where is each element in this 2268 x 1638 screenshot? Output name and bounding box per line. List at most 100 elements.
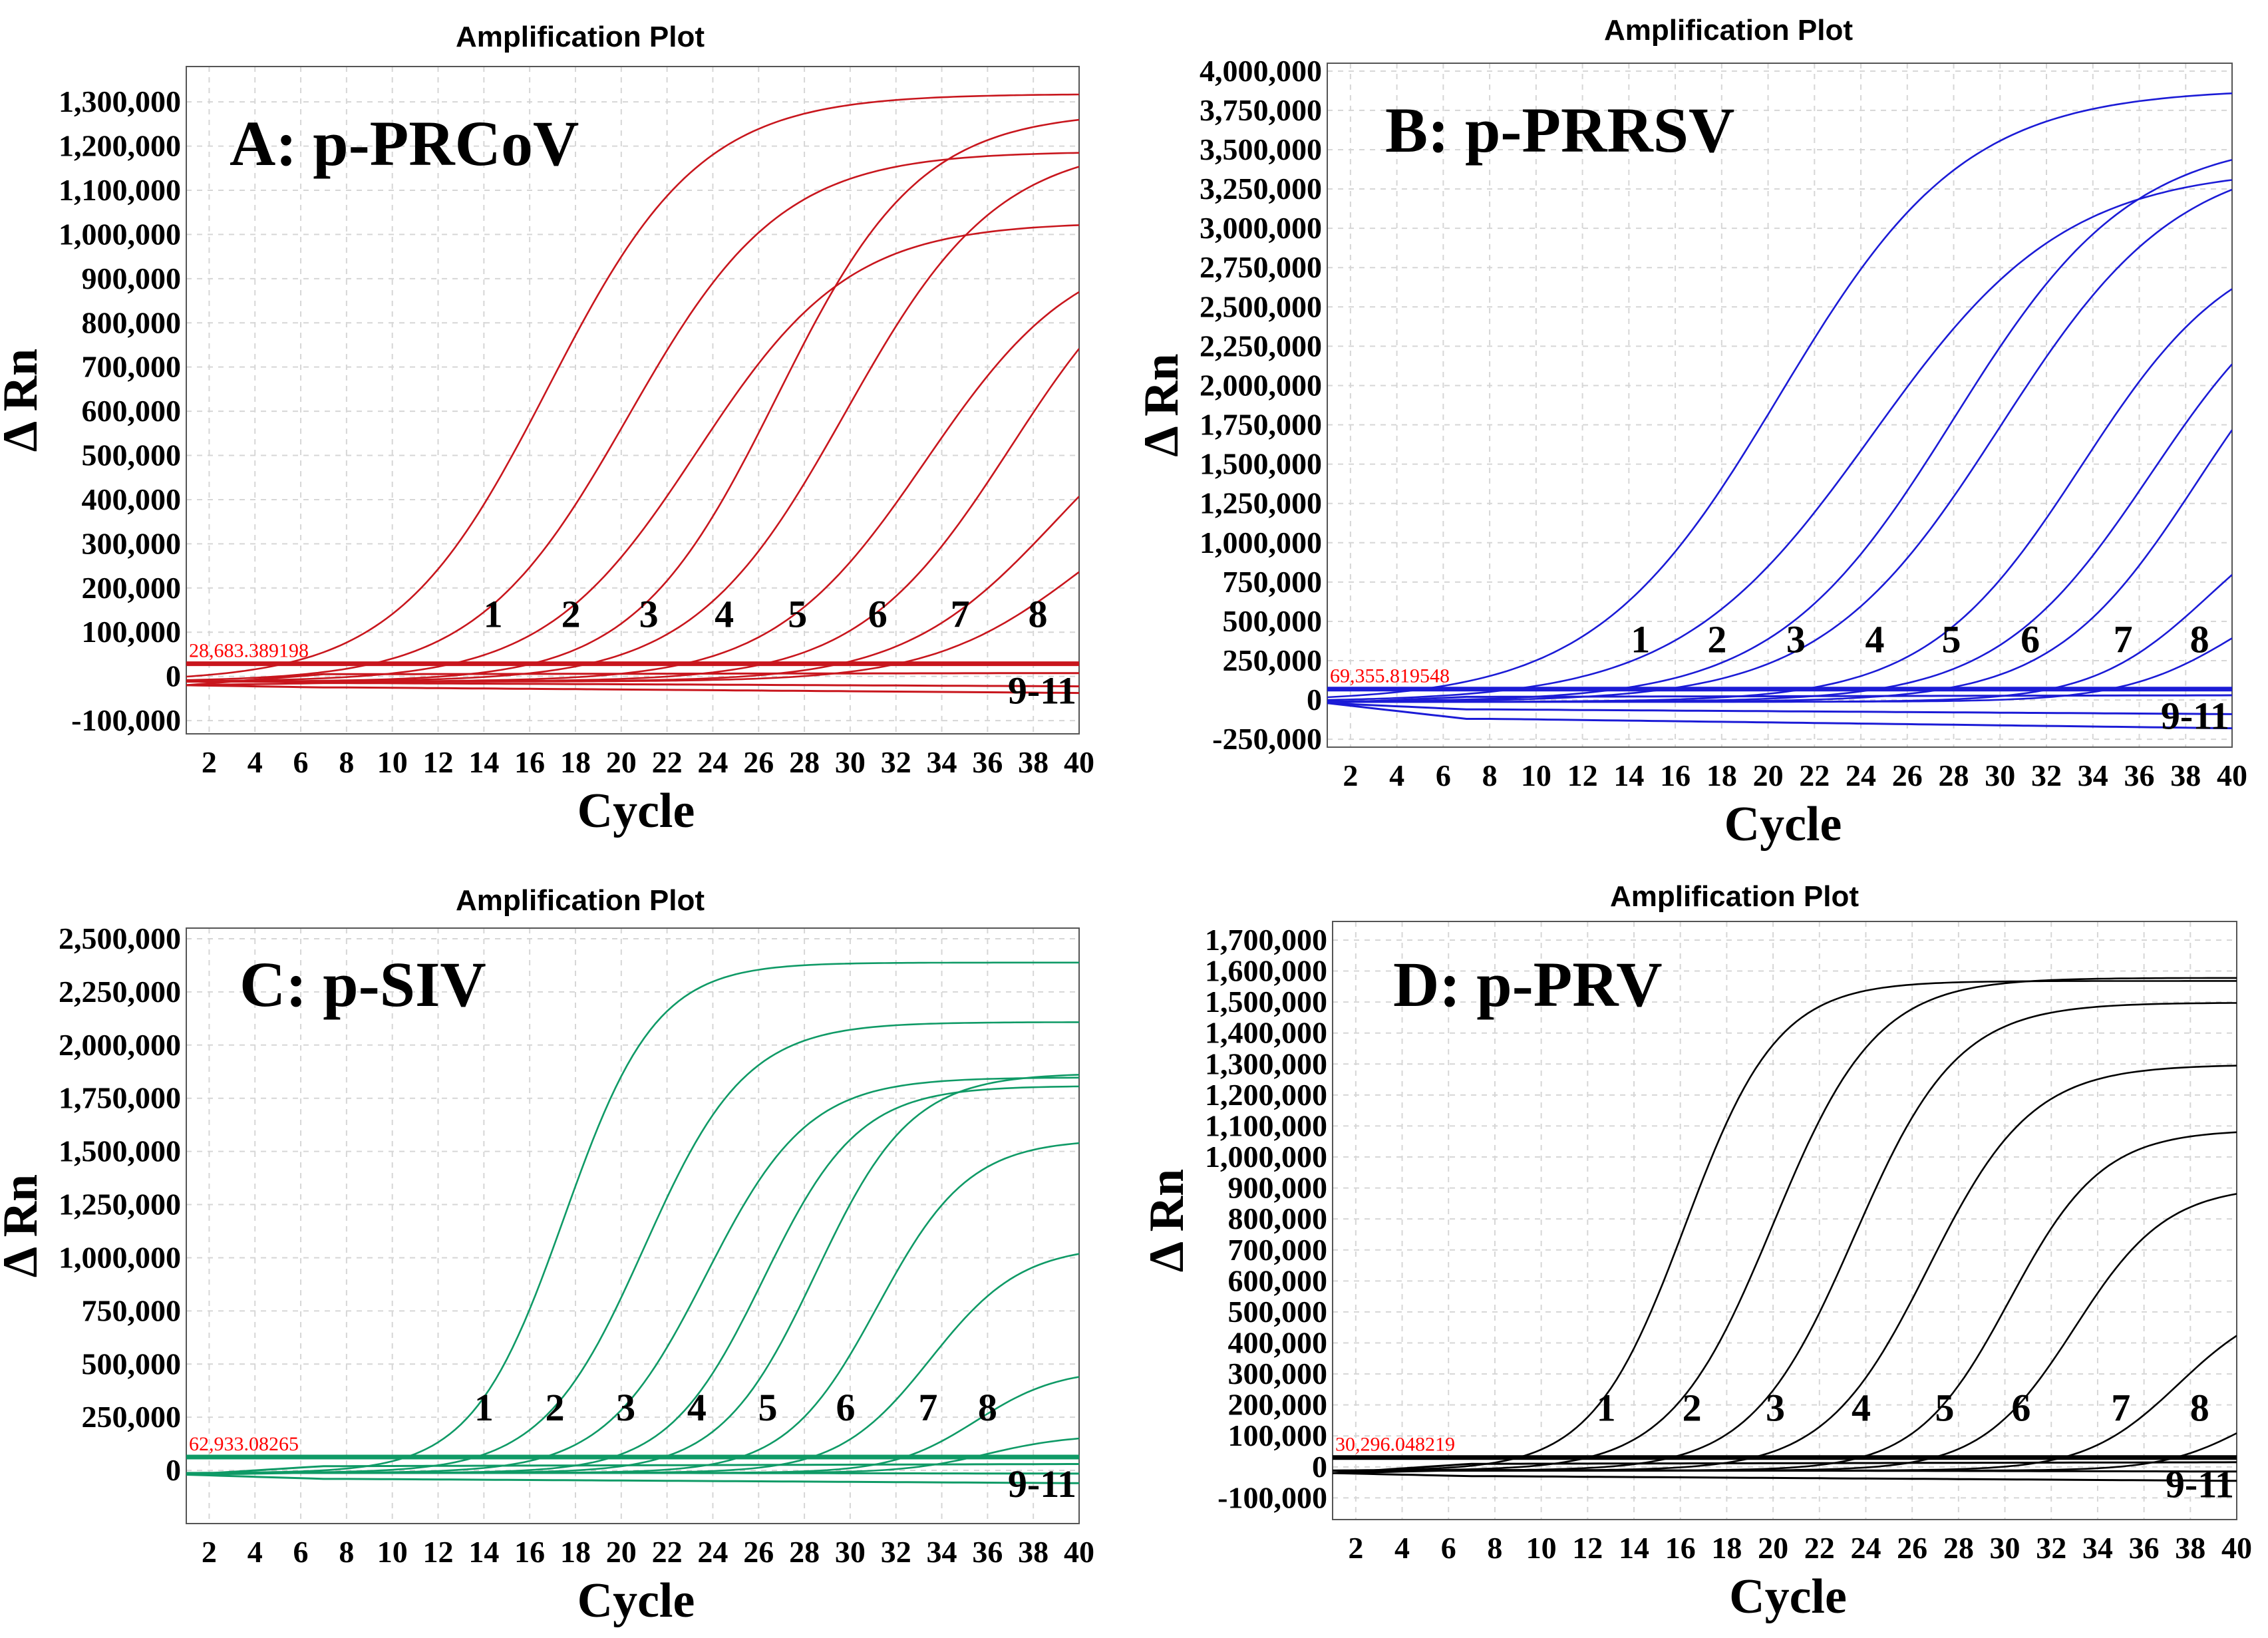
grid — [1333, 921, 2237, 1520]
y-tick-label: 400,000 — [1228, 1325, 1328, 1359]
x-tick-label: 34 — [2082, 1531, 2113, 1565]
y-tick-label: 600,000 — [1228, 1263, 1328, 1297]
x-tick-label: 18 — [560, 1535, 591, 1569]
y-tick-label: 750,000 — [1223, 565, 1323, 599]
amplification-curve-2 — [1327, 179, 2232, 701]
y-tick-label: 0 — [166, 659, 181, 693]
y-tick-label: 2,750,000 — [1200, 250, 1322, 284]
curve-number-label: 8 — [1029, 593, 1048, 636]
y-tick-label: 300,000 — [82, 526, 182, 560]
x-tick-label: 16 — [514, 745, 545, 779]
negative-controls-label: 9-11 — [1008, 1462, 1076, 1506]
y-tick-label: 1,100,000 — [59, 173, 181, 207]
x-tick-label: 24 — [697, 745, 728, 779]
x-tick-label: 12 — [1567, 758, 1598, 792]
x-tick-label: 2 — [202, 1535, 217, 1569]
amplification-curve-8b — [186, 571, 1079, 683]
x-tick-label: 24 — [1846, 758, 1876, 792]
x-tick-label: 6 — [293, 1535, 309, 1569]
amplification-curve-4 — [1327, 188, 2232, 703]
curve-number-label: 2 — [546, 1386, 565, 1429]
x-tick-label: 6 — [293, 745, 309, 779]
x-tick-label: 24 — [697, 1535, 728, 1569]
amplification-curve-2 — [1333, 977, 2237, 1472]
x-tick-label: 14 — [1619, 1531, 1649, 1565]
y-tick-label: 700,000 — [82, 350, 182, 384]
curve-number-label: 5 — [758, 1386, 778, 1429]
x-tick-label: 22 — [652, 1535, 683, 1569]
curves — [1327, 92, 2232, 730]
y-tick-label: 1,750,000 — [1200, 408, 1322, 442]
y-tick-label: 0 — [1307, 683, 1322, 717]
curve-number-label: 3 — [1766, 1387, 1785, 1430]
x-tick-label: 32 — [881, 1535, 911, 1569]
grid — [186, 928, 1080, 1524]
x-tick-label: 32 — [2031, 758, 2062, 792]
x-tick-label: 40 — [2217, 758, 2247, 792]
curve-number-label: 8 — [978, 1386, 997, 1429]
amplification-curve-5 — [1327, 288, 2232, 703]
negative-curve-11 — [186, 672, 1079, 687]
y-tick-label: 500,000 — [82, 438, 182, 472]
plot-frame — [186, 927, 1080, 1524]
y-tick-label: 500,000 — [1223, 604, 1323, 638]
negative-curve-10 — [186, 682, 1079, 688]
curve-number-label: 7 — [2114, 618, 2133, 661]
negative-curve-9 — [186, 684, 1079, 695]
x-tick-label: 28 — [789, 745, 820, 779]
x-tick-label: 20 — [1758, 1531, 1788, 1565]
amplification-curve-5 — [186, 166, 1079, 683]
x-tick-label: 34 — [927, 1535, 957, 1569]
y-tick-label: 3,000,000 — [1200, 211, 1322, 245]
curve-number-label: 1 — [474, 1386, 494, 1429]
threshold-value: 62,933.08265 — [189, 1433, 299, 1455]
x-tick-label: 32 — [881, 745, 911, 779]
amplification-curve-1 — [186, 93, 1079, 678]
curve-number-label: 7 — [951, 593, 970, 636]
y-tick-label: 600,000 — [82, 394, 182, 428]
y-tick-label: 250,000 — [1223, 643, 1323, 677]
x-axis-label: Cycle — [577, 784, 695, 838]
y-tick-label: 400,000 — [82, 482, 182, 516]
y-tick-label: 1,000,000 — [1205, 1140, 1327, 1174]
curve-number-label: 1 — [1631, 618, 1650, 661]
curve-number-label: 4 — [687, 1386, 707, 1429]
panel-a-prcov: Amplification Plot -100,000 0 100,000 200,00… — [0, 21, 1094, 838]
y-tick-label: 1,200,000 — [1205, 1078, 1327, 1112]
panel-d-prv: Amplification Plot -100,0000100,000200,00… — [1140, 880, 2252, 1624]
x-tick-label: 2 — [1348, 1531, 1363, 1565]
x-tick-label: 40 — [2221, 1531, 2252, 1565]
panel-label: D: p-PRV — [1393, 949, 1663, 1020]
curve-number-label: 7 — [2111, 1387, 2130, 1430]
x-tick-label: 14 — [468, 745, 499, 779]
curve-number-label: 8 — [2190, 618, 2209, 661]
x-axis-label: Cycle — [1729, 1569, 1847, 1624]
y-tick-label: 800,000 — [82, 305, 182, 339]
x-tick-label: 20 — [1753, 758, 1784, 792]
x-axis-label: Cycle — [1724, 797, 1842, 852]
amplification-curve-8 — [1333, 1432, 2237, 1472]
x-axis-label: Cycle — [577, 1573, 695, 1628]
y-tick-label: 1,700,000 — [1205, 923, 1327, 957]
y-tick-label: 2,250,000 — [59, 975, 181, 1009]
x-tick-label: 16 — [1665, 1531, 1696, 1565]
x-tick-label: 22 — [1804, 1531, 1835, 1565]
x-tick-label: 22 — [1799, 758, 1830, 792]
y-tick-label: 700,000 — [1228, 1233, 1328, 1267]
y-tick-label: 1,200,000 — [59, 129, 181, 163]
curves — [1333, 977, 2237, 1482]
curves — [186, 961, 1079, 1484]
plot-title: Amplification Plot — [1604, 14, 1853, 47]
y-tick-label: 500,000 — [1228, 1295, 1328, 1329]
x-tick-label: 14 — [1613, 758, 1644, 792]
y-tick-label: 0 — [166, 1453, 181, 1487]
y-tick-label: 200,000 — [1228, 1388, 1328, 1422]
x-tick-label: 26 — [1897, 1531, 1927, 1565]
x-tick-label: 12 — [1572, 1531, 1603, 1565]
x-tick-label: 22 — [652, 745, 683, 779]
amplification-curve-8b — [186, 1437, 1079, 1474]
curve-number-label: 4 — [1865, 618, 1884, 661]
y-tick-label: 1,000,000 — [59, 217, 181, 251]
x-tick-label: 8 — [1482, 758, 1498, 792]
curve-number-label: 2 — [562, 593, 581, 636]
